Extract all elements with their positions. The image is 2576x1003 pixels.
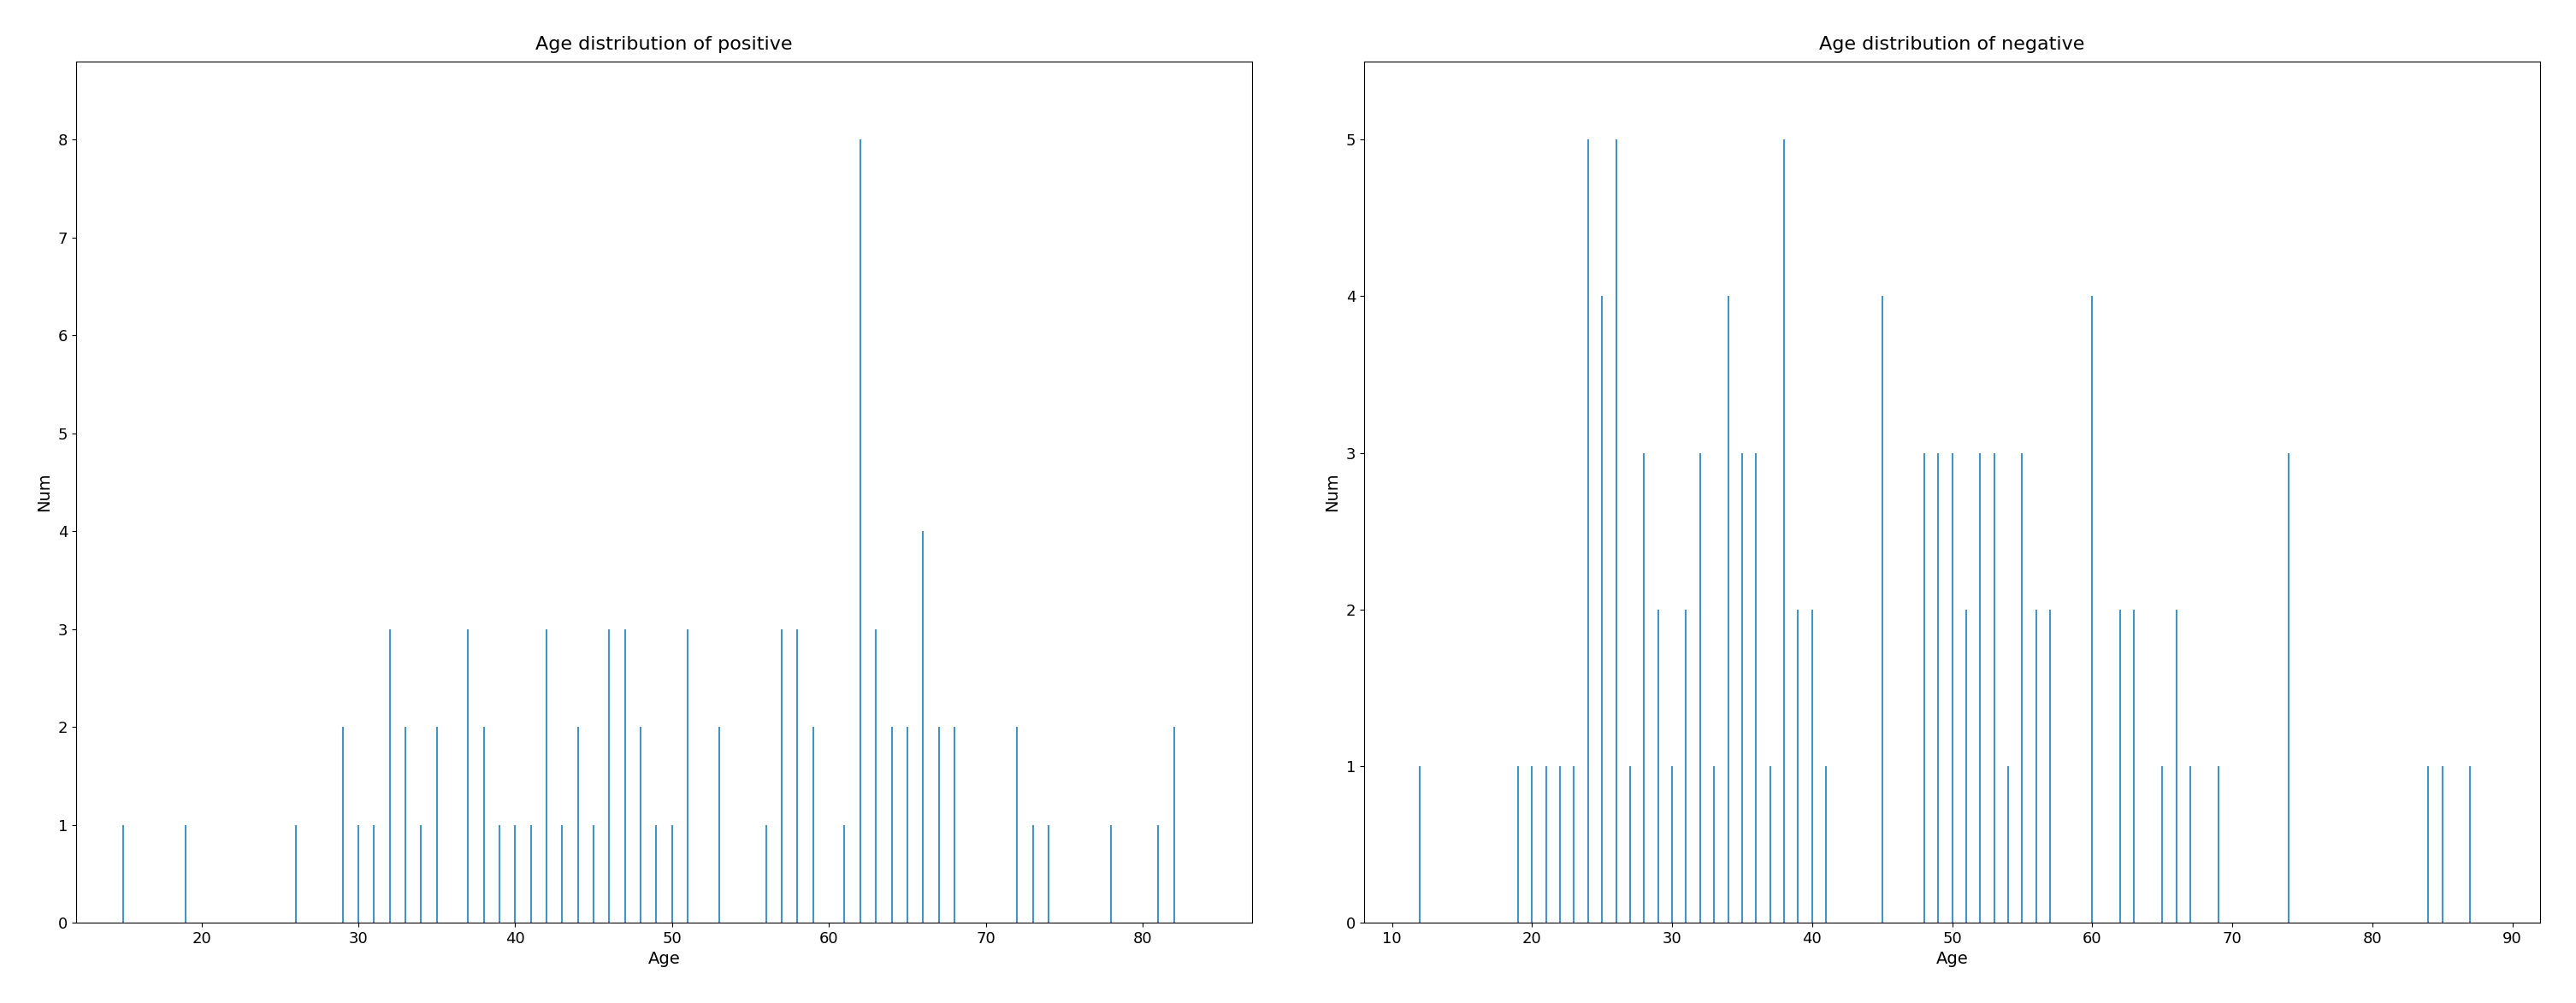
Y-axis label: Num: Num xyxy=(36,472,52,512)
Title: Age distribution of negative: Age distribution of negative xyxy=(1819,36,2084,53)
X-axis label: Age: Age xyxy=(649,951,680,967)
X-axis label: Age: Age xyxy=(1937,951,1968,967)
Title: Age distribution of positive: Age distribution of positive xyxy=(536,36,793,53)
Y-axis label: Num: Num xyxy=(1324,472,1340,512)
